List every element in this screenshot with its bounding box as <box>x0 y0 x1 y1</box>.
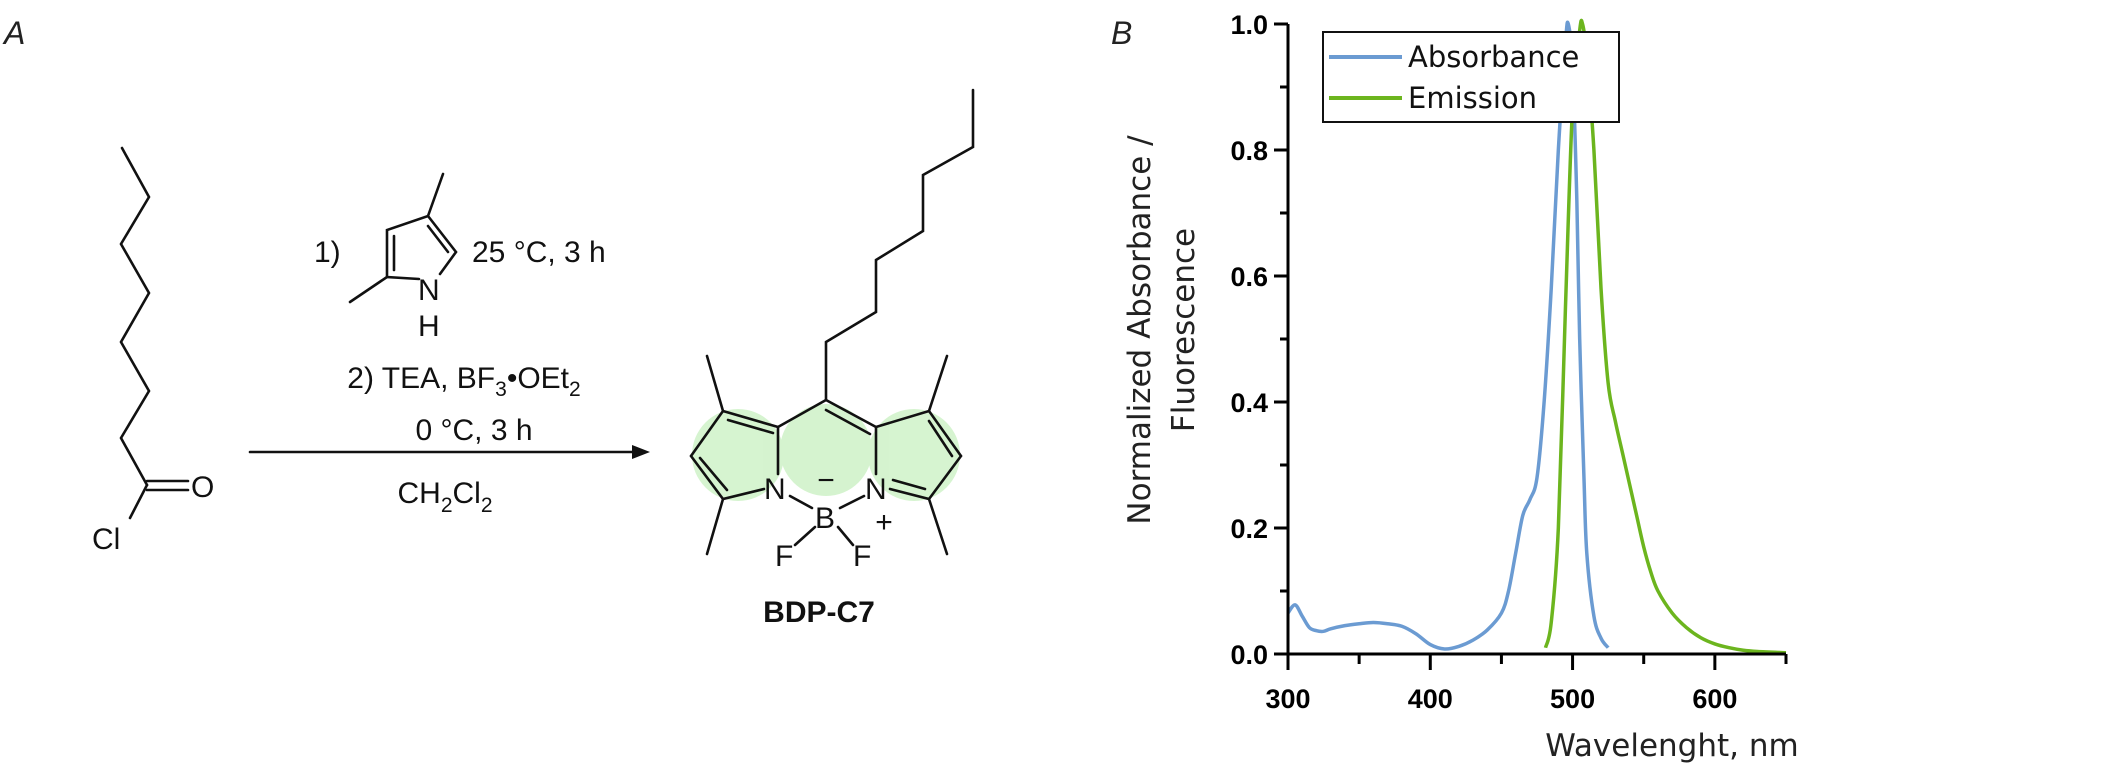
dimethylpyrrole-structure: N H <box>348 172 458 343</box>
nitrogen-atom-left: N <box>764 473 786 506</box>
x-tick-label: 600 <box>1692 684 1737 714</box>
step1-conditions: 25 °C, 3 h <box>472 236 606 269</box>
fluorine-atom-left: F <box>775 540 793 573</box>
octanoyl-chloride-structure: O Cl <box>92 146 214 556</box>
boron-atom: B <box>815 502 835 535</box>
y-axis-title-line2: Fluorescence <box>1166 228 1202 432</box>
x-tick-label: 400 <box>1408 684 1453 714</box>
fluorine-atom-right: F <box>853 540 871 573</box>
series-line-absorbance <box>1286 20 1610 651</box>
step2-conditions: 0 °C, 3 h <box>415 414 532 447</box>
pyrrole-hydrogen: H <box>418 310 440 343</box>
core-glow <box>692 404 960 501</box>
axes-layer: 300 400 500 600 0.0 0.2 0.4 0.6 0.8 1.0 <box>1230 10 1788 714</box>
step2-reagents: 2) TEA, BF3•OEt2 <box>347 362 580 401</box>
step1-label: 1) <box>314 236 341 269</box>
legend: Absorbance Emission <box>1322 31 1620 123</box>
legend-label-emission: Emission <box>1408 81 1537 115</box>
legend-label-absorbance: Absorbance <box>1408 40 1579 74</box>
negative-charge: − <box>817 464 835 497</box>
chlorine-atom: Cl <box>92 523 120 556</box>
x-tick-label: 300 <box>1265 684 1310 714</box>
y-tick-label: 0.8 <box>1230 136 1268 166</box>
series-line-emission <box>1543 18 1787 655</box>
reaction-arrow <box>248 445 650 459</box>
y-tick-label: 1.0 <box>1230 10 1268 40</box>
y-tick-label: 0.0 <box>1230 640 1268 670</box>
x-axis-title: Wavelenght, nm <box>1545 728 1798 764</box>
oxygen-atom: O <box>191 471 214 504</box>
product-name: BDP-C7 <box>763 596 875 629</box>
bdp-c7-structure: N N B F F − + <box>689 88 975 573</box>
panel-b-label: B <box>1111 15 1132 51</box>
panel-a-label: A <box>2 15 25 51</box>
y-axis-title-line1: Normalized Absorbance / <box>1122 135 1158 525</box>
series-layer <box>1286 18 1787 655</box>
legend-box <box>1322 31 1620 123</box>
y-tick-label: 0.2 <box>1230 514 1268 544</box>
x-tick-label: 500 <box>1550 684 1595 714</box>
pyrrole-nitrogen: N <box>418 274 440 307</box>
nitrogen-atom-right: N <box>865 473 887 506</box>
y-tick-label: 0.6 <box>1230 262 1268 292</box>
reaction-scheme: A O Cl 1) N H 25 °C, 3 h 2) TEA, BF3•OEt… <box>2 15 975 629</box>
positive-charge: + <box>875 506 893 539</box>
y-tick-label: 0.4 <box>1230 388 1268 418</box>
solvent: CH2Cl2 <box>397 477 492 517</box>
